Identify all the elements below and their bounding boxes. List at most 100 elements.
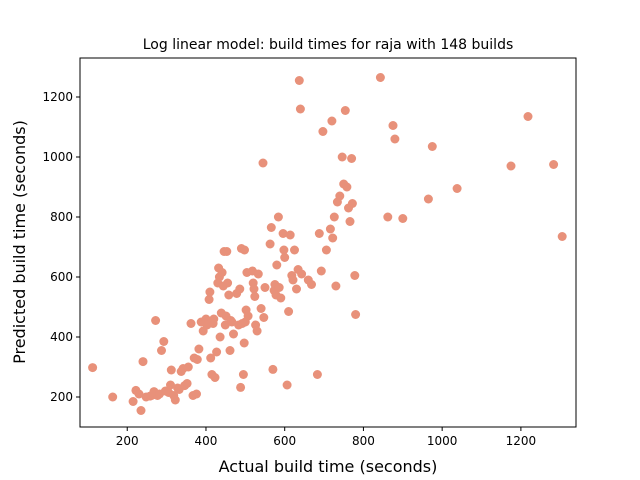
data-point-2 [128,397,138,406]
scatter-points [88,73,567,415]
data-point-15 [159,337,169,346]
y-tick-label: 1200 [42,90,73,104]
x-tick-label: 800 [352,434,375,448]
data-point-89 [266,223,276,232]
data-point-96 [274,283,284,292]
x-tick-label: 1000 [427,434,458,448]
data-point-114 [312,370,322,379]
data-point-103 [285,230,295,240]
data-point-115 [314,229,324,238]
data-point-129 [342,182,352,192]
data-point-90 [268,364,278,374]
data-point-52 [217,268,227,277]
data-point-133 [347,199,357,208]
data-point-86 [259,313,269,322]
data-point-58 [223,278,233,288]
data-point-106 [290,245,299,255]
data-point-100 [280,253,290,262]
data-point-63 [229,329,238,339]
x-axis-label: Actual build time (seconds) [219,457,438,476]
data-point-1 [108,392,118,402]
data-point-118 [321,245,331,255]
y-tick-label: 800 [50,210,73,224]
y-tick-label: 400 [50,330,73,344]
x-tick-label: 400 [195,434,218,448]
y-axis-ticks: 200 400 600 800 1000 1200 [42,90,80,404]
data-point-117 [318,127,328,136]
x-axis-ticks: 200 400 600 800 1000 1200 [116,427,536,448]
data-point-59 [224,290,234,300]
data-point-32 [192,389,201,399]
data-point-79 [249,284,259,294]
data-point-143 [452,184,462,193]
data-point-88 [265,239,275,249]
data-point-116 [316,266,326,276]
data-point-41 [206,353,216,363]
x-tick-label: 200 [116,434,139,448]
data-point-139 [390,134,400,144]
data-point-28 [183,362,193,372]
data-point-131 [345,217,355,226]
data-point-141 [423,194,433,204]
data-point-122 [329,212,339,222]
data-point-135 [351,310,361,319]
data-point-33 [192,355,202,364]
data-point-95 [273,212,283,222]
data-point-111 [297,269,307,279]
data-point-0 [88,363,98,373]
data-point-123 [331,281,341,291]
data-point-70 [238,370,248,379]
data-point-76 [243,311,253,321]
data-point-97 [276,293,286,303]
data-point-18 [166,380,175,390]
data-point-66 [235,284,245,294]
data-point-29 [186,319,196,328]
data-point-138 [388,121,398,130]
data-point-105 [288,275,298,285]
data-point-50 [215,332,225,342]
y-axis-label: Predicted build time (seconds) [10,120,29,364]
data-point-142 [427,142,437,151]
data-point-137 [383,212,393,222]
data-point-72 [240,245,249,255]
data-point-21 [170,395,180,405]
data-point-125 [335,191,345,201]
data-point-144 [506,161,516,171]
data-point-102 [284,307,294,316]
chart-title: Log linear model: build times for raja w… [143,37,514,53]
data-point-60 [225,346,235,355]
data-point-134 [350,271,360,280]
data-point-113 [307,280,316,289]
data-point-44 [209,314,219,324]
data-point-39 [204,295,214,304]
data-point-11 [151,316,161,325]
data-point-128 [340,106,350,115]
data-point-84 [256,304,266,313]
data-point-62 [227,317,237,327]
data-point-34 [194,344,204,354]
data-point-146 [549,160,559,169]
data-point-85 [258,158,268,168]
data-point-126 [337,152,347,162]
data-point-5 [136,406,146,415]
data-point-80 [250,292,260,301]
data-point-132 [347,154,357,163]
data-point-57 [222,247,232,256]
data-point-98 [278,229,288,238]
data-point-45 [210,373,220,382]
plot-frame [79,57,577,428]
data-point-14 [157,346,166,355]
data-point-101 [282,380,292,390]
data-point-110 [295,104,305,114]
y-tick-label: 600 [50,270,73,284]
data-point-99 [279,245,289,255]
data-point-136 [375,73,385,82]
data-point-94 [272,260,282,270]
data-point-120 [327,116,337,126]
x-tick-label: 1200 [506,434,537,448]
data-point-107 [292,284,301,294]
data-point-145 [523,112,533,121]
data-point-4 [134,389,144,399]
x-tick-label: 600 [273,434,296,448]
